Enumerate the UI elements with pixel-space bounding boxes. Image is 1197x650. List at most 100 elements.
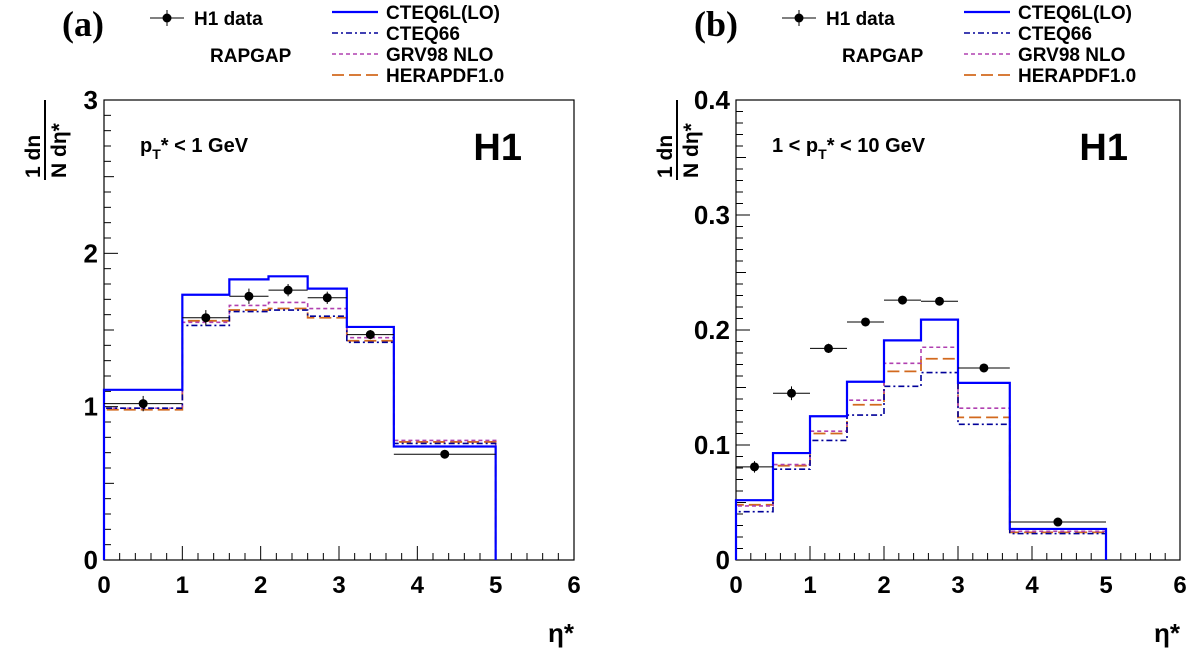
experiment-label: H1 bbox=[1079, 127, 1128, 169]
data-marker bbox=[1053, 517, 1063, 527]
histogram-cteq6l-a bbox=[102, 275, 497, 560]
legend-label: RAPGAP bbox=[210, 46, 292, 67]
data-point bbox=[736, 461, 773, 473]
histogram-grv98-a bbox=[103, 301, 497, 560]
y-tick-label: 0.1 bbox=[694, 430, 730, 460]
histogram-cteq6l-b bbox=[734, 318, 1108, 560]
cut-label-sub: T bbox=[152, 146, 161, 162]
legend-item-cteq6l: CTEQ6L(LO) bbox=[332, 3, 500, 24]
data-point bbox=[307, 291, 347, 304]
legend-item-herapdf: HERAPDF1.0 bbox=[332, 66, 504, 87]
y-tick-label: 3 bbox=[84, 85, 98, 115]
x-tick-label: 4 bbox=[411, 572, 425, 599]
data-point bbox=[229, 288, 269, 304]
legend-swatch-marker bbox=[162, 13, 172, 23]
data-point bbox=[921, 296, 958, 306]
data-marker bbox=[322, 293, 332, 303]
experiment-label: H1 bbox=[473, 127, 522, 169]
y-axis-label: 1 dn N dη* bbox=[22, 100, 71, 180]
x-tick-label: 0 bbox=[729, 572, 742, 599]
legend-label: H1 data bbox=[826, 9, 895, 30]
cut-label-post: * < 1 GeV bbox=[161, 135, 249, 157]
legend-swatch-marker bbox=[794, 13, 804, 23]
data-marker bbox=[201, 313, 211, 323]
y-axis-label: 1 dn N dη* bbox=[654, 100, 703, 180]
cut-label-post: * < 10 GeV bbox=[827, 135, 926, 157]
histogram-herapdf-a bbox=[103, 307, 497, 560]
x-axis-label: η* bbox=[548, 618, 575, 648]
data-point bbox=[810, 343, 847, 353]
cut-label-sub: T bbox=[818, 146, 827, 162]
x-tick-label: 1 bbox=[803, 572, 816, 599]
data-point bbox=[884, 295, 921, 305]
x-tick-label: 6 bbox=[1173, 572, 1186, 599]
x-tick-label: 5 bbox=[489, 572, 502, 599]
legend-item-rapgap: RAPGAP bbox=[210, 46, 292, 67]
data-marker bbox=[440, 449, 450, 459]
legend-label: H1 data bbox=[194, 9, 263, 30]
data-point bbox=[346, 330, 394, 340]
legend-label: CTEQ6L(LO) bbox=[1018, 3, 1132, 24]
x-tick-label: 1 bbox=[176, 572, 189, 599]
histogram-cteq66-a bbox=[103, 309, 497, 560]
x-tick-label: 4 bbox=[1025, 572, 1039, 599]
data-marker bbox=[365, 330, 375, 340]
data-marker bbox=[787, 388, 796, 398]
cut-label-pre: 1 < bbox=[772, 135, 806, 157]
x-tick-label: 6 bbox=[567, 572, 580, 599]
y-axis-label-numerator: 1 dn bbox=[654, 135, 677, 178]
legend-item-data: H1 data bbox=[782, 9, 895, 30]
y-tick-label: 0.3 bbox=[694, 200, 730, 230]
data-marker bbox=[244, 291, 254, 301]
data-point bbox=[1009, 517, 1106, 527]
panel-b: 0 1 2 3 4 5 6 0 0.1 0.2 0.3 0.4 (b) H1 1 < pT* < 10 Ge… bbox=[654, 3, 1187, 648]
y-tick-label: 0.2 bbox=[694, 315, 730, 345]
data-marker bbox=[935, 296, 944, 306]
legend-item-herapdf: HERAPDF1.0 bbox=[964, 66, 1136, 87]
data-marker bbox=[824, 343, 833, 353]
y-tick-label: 0 bbox=[716, 545, 730, 575]
y-tick-label: 0 bbox=[84, 545, 98, 575]
panel-label: (a) bbox=[62, 4, 104, 44]
data-marker bbox=[861, 317, 870, 327]
legend-label: HERAPDF1.0 bbox=[386, 66, 504, 87]
legend-item-grv98: GRV98 NLO bbox=[964, 45, 1125, 66]
x-axis-label: η* bbox=[1154, 618, 1181, 648]
x-tick-label: 2 bbox=[254, 572, 267, 599]
y-axis-label-denominator: N dη* bbox=[48, 122, 71, 178]
data-point bbox=[958, 363, 1010, 373]
data-point bbox=[847, 317, 884, 327]
panel-label: (b) bbox=[694, 4, 738, 44]
x-tick-label: 0 bbox=[97, 572, 110, 599]
legend-item-cteq6l: CTEQ6L(LO) bbox=[964, 3, 1132, 24]
data-marker bbox=[750, 462, 759, 472]
y-tick-label: 0.4 bbox=[694, 85, 731, 115]
cut-label: 1 < pT* < 10 GeV bbox=[772, 135, 926, 162]
data-point bbox=[182, 310, 230, 326]
x-tick-label: 3 bbox=[951, 572, 964, 599]
panel-a: 0 1 2 3 4 5 6 0 1 2 3 (a) H1 pT* < 1 GeV η* 1 dn N dη* H1… bbox=[22, 3, 581, 648]
cut-label-p: p bbox=[806, 135, 818, 157]
legend-item-cteq66: CTEQ66 bbox=[332, 24, 460, 45]
data-point bbox=[104, 395, 183, 412]
y-axis-label-numerator: 1 dn bbox=[22, 135, 45, 178]
legend-label: HERAPDF1.0 bbox=[1018, 66, 1136, 87]
legend-item-grv98: GRV98 NLO bbox=[332, 45, 493, 66]
cut-label: pT* < 1 GeV bbox=[140, 135, 249, 162]
data-point bbox=[268, 284, 308, 297]
y-axis-label-denominator: N dη* bbox=[680, 122, 703, 178]
legend-label: CTEQ6L(LO) bbox=[386, 3, 500, 24]
data-point bbox=[393, 449, 496, 459]
legend-label: CTEQ66 bbox=[1018, 24, 1092, 45]
data-marker bbox=[283, 285, 293, 295]
legend-item-rapgap: RAPGAP bbox=[842, 46, 924, 67]
y-tick-label: 1 bbox=[84, 392, 98, 422]
cut-label-p: p bbox=[140, 135, 152, 157]
legend-label: GRV98 NLO bbox=[1018, 45, 1125, 66]
data-marker bbox=[979, 363, 989, 373]
legend-item-cteq66: CTEQ66 bbox=[964, 24, 1092, 45]
plot-frame-a bbox=[103, 99, 575, 561]
